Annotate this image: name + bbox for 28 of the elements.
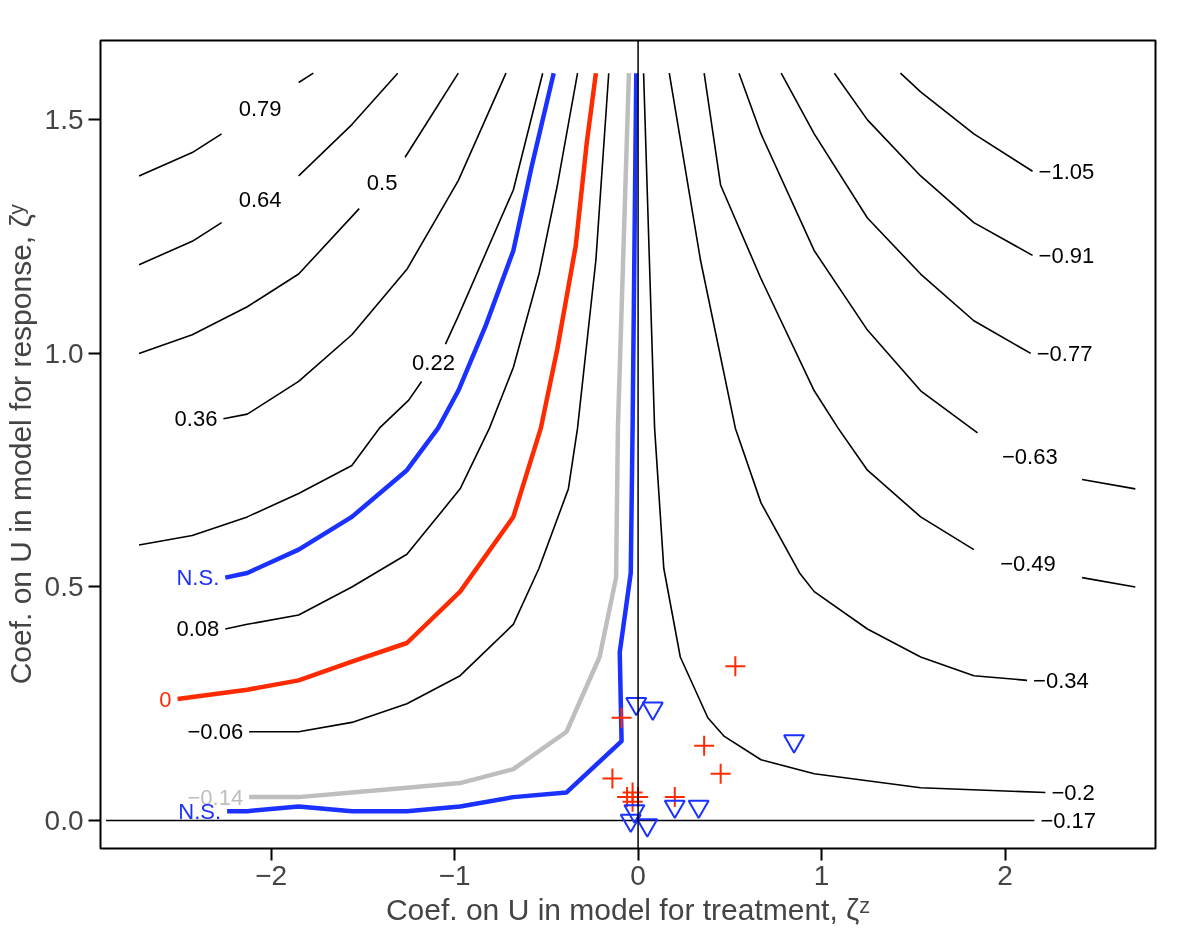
y-tick-label: 0.5 <box>44 571 84 603</box>
series-label: −0.06 <box>187 719 244 745</box>
series-label: 0.36 <box>174 406 218 432</box>
series-label: 0.64 <box>238 186 282 212</box>
series-label: 0 <box>159 686 172 712</box>
series-label: 0.08 <box>176 616 220 642</box>
x-tick-label: −1 <box>438 859 471 891</box>
series-label: −0.91 <box>1038 242 1095 268</box>
x-axis-title: Coef. on U in model for treatment, ζᶻ <box>385 892 871 926</box>
series-label: −0.77 <box>1036 340 1093 366</box>
series-label: −0.63 <box>1001 443 1058 469</box>
y-tick-label: 1.5 <box>44 104 84 136</box>
y-tick-label: 1.0 <box>44 337 84 369</box>
x-tick-label: −2 <box>255 859 288 891</box>
series-label: 0.5 <box>366 170 398 196</box>
series-label: −0.49 <box>1000 551 1056 577</box>
series-label: −0.17 <box>1040 807 1097 833</box>
series-label: −0.34 <box>1033 667 1089 693</box>
x-tick-label: 2 <box>997 859 1013 891</box>
x-tick-label: 0 <box>630 859 646 891</box>
series-label: 0.22 <box>412 350 455 376</box>
series-label: 0.79 <box>238 95 282 121</box>
series-label: N.S. <box>176 565 220 591</box>
x-tick-label: 1 <box>813 859 830 891</box>
y-tick-label: 0.0 <box>44 804 84 836</box>
series-label: −1.05 <box>1038 158 1095 184</box>
y-axis-title: Coef. on U in model for response, ζʸ <box>3 204 37 685</box>
series-label: −0.2 <box>1051 779 1095 805</box>
